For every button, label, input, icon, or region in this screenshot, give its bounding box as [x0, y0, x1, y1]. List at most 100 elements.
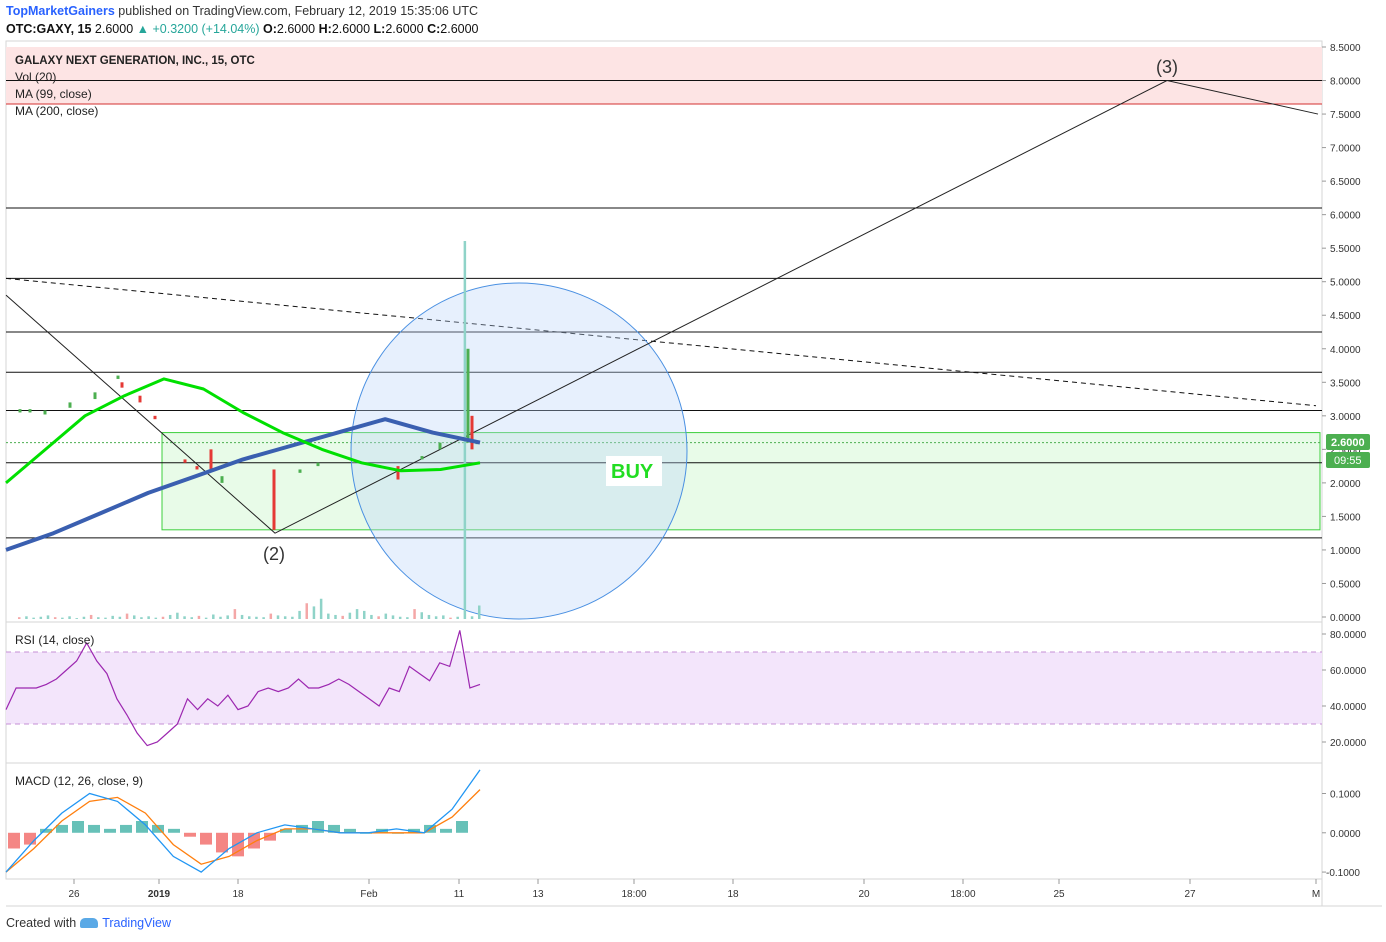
macd-histogram-bar-10: [168, 828, 180, 833]
resistance-zone: [6, 47, 1322, 104]
countdown-badge-text: 09:55: [1334, 455, 1362, 467]
macd-chart-layer: [5, 769, 481, 873]
macd-tick-label-1: 0.0000: [1330, 829, 1361, 840]
volume-bar-15: [125, 613, 129, 619]
price-tick-label-15: 1.0000: [1330, 546, 1361, 557]
price-tick-label-12: 2.5000: [1330, 445, 1361, 456]
volume-bar-13: [111, 615, 114, 619]
low-value: 2.6000: [385, 22, 424, 36]
volume-bar-3: [39, 616, 43, 619]
volume-bar-27: [212, 614, 215, 619]
rsi-tick-label-2: 40.0000: [1330, 702, 1367, 713]
vol-legend: Vol (20): [15, 70, 56, 84]
candle-16: [396, 466, 400, 480]
macd-legend: MACD (12, 26, close, 9): [15, 774, 143, 788]
volume-bar-50: [377, 616, 380, 619]
volume-bar-61: [456, 616, 459, 619]
volume-bar-33: [255, 616, 258, 619]
rsi-legend: RSI (14, close): [15, 633, 94, 647]
volume-bar-35: [269, 613, 273, 619]
candle-2: [43, 410, 47, 415]
volume-bar-32: [248, 616, 251, 619]
wave-3-label: (3): [1156, 57, 1178, 77]
volume-bar-43: [327, 613, 330, 619]
volume-bar-44: [334, 614, 337, 619]
macd-histogram-bar-28: [456, 821, 468, 833]
dashed-trendline: [5, 277, 1317, 407]
time-tick-label-8: 20: [858, 889, 870, 900]
price-change: ▲ +0.3200 (+14.04%): [136, 22, 260, 36]
volume-bar-16: [133, 615, 136, 619]
volume-bar-19: [154, 617, 158, 619]
buy-label: BUY: [611, 461, 654, 483]
volume-bar-45: [341, 615, 344, 619]
candle-6: [120, 382, 124, 388]
time-tick-label-0: 26: [68, 889, 80, 900]
time-tick-label-4: 11: [454, 889, 465, 900]
price-tick-label-5: 6.0000: [1330, 211, 1361, 222]
volume-bar-8: [75, 618, 78, 619]
volume-bar-31: [240, 614, 244, 619]
macd-histogram-bar-21: [344, 828, 356, 833]
price-tick-label-10: 3.5000: [1330, 378, 1361, 389]
rsi-band: [6, 652, 1322, 724]
candle-13: [272, 469, 276, 530]
volume-bar-64: [478, 605, 481, 619]
macd-histogram-bar-4: [72, 821, 84, 833]
macd-histogram-bar-1: [24, 832, 36, 845]
macd-histogram-bar-7: [120, 824, 132, 833]
symbol-label: OTC:GAXY, 15: [6, 22, 92, 36]
volume-bar-58: [434, 616, 438, 619]
ohlc-line: OTC:GAXY, 15 2.6000 ▲ +0.3200 (+14.04%) …: [6, 22, 479, 36]
volume-bar-51: [384, 613, 388, 619]
volume-bar-38: [291, 616, 294, 619]
macd-histogram-bar-3: [56, 824, 68, 833]
macd-signal-line: [5, 789, 481, 873]
volume-bar-17: [140, 617, 143, 619]
main-chart-layer: [5, 47, 1322, 620]
volume-bar-34: [262, 617, 265, 619]
candle-14: [298, 469, 302, 473]
time-tick-label-1: 2019: [148, 889, 171, 900]
volume-bar-40: [305, 603, 308, 619]
candle-20: [470, 415, 474, 450]
price-tick-label-17: 0.0000: [1330, 613, 1361, 624]
rsi-tick-label-0: 80.0000: [1330, 630, 1367, 641]
publisher-link[interactable]: TopMarketGainers: [6, 4, 115, 18]
rsi-chart-layer: [5, 630, 1322, 747]
macd-histogram-bar-6: [104, 828, 116, 833]
macd-histogram-bar-2: [40, 828, 52, 833]
volume-bar-25: [197, 615, 201, 619]
volume-bar-46: [348, 612, 352, 619]
wave-2-label: (2): [263, 544, 285, 564]
high-value: 2.6000: [331, 22, 371, 36]
volume-bar-57: [427, 614, 431, 619]
volume-bar-37: [283, 616, 287, 619]
axis-layer: 8.5000 8.0000 7.5000 7.0000 6.5000 6.0000 5.50…: [68, 43, 1366, 900]
tradingview-link[interactable]: TradingView: [102, 916, 171, 930]
ma200-legend: MA (200, close): [15, 104, 98, 118]
published-text: published on TradingView.com, February 1…: [114, 4, 479, 18]
volume-bar-62: [463, 241, 467, 619]
time-tick-label-6: 18:00: [621, 889, 646, 900]
volume-bar-24: [190, 617, 193, 619]
volume-bar-56: [420, 612, 423, 619]
macd-histogram-bar-13: [216, 832, 228, 853]
low-label: L:: [373, 22, 386, 36]
volume-bar-2: [32, 617, 35, 619]
macd-tick-label-2: -0.1000: [1326, 868, 1360, 879]
volume-bar-5: [53, 617, 57, 619]
buy-zone-box: [161, 432, 1321, 531]
macd-histogram-bar-19: [312, 821, 324, 833]
candle-19: [466, 348, 470, 443]
price-tick-label-16: 0.5000: [1330, 579, 1361, 590]
macd-pane-frame: [5, 762, 1323, 880]
volume-bar-30: [233, 609, 237, 619]
chart-title: GALAXY NEXT GENERATION, INC., 15, OTC: [15, 55, 255, 67]
volume-bar-20: [161, 616, 165, 619]
volume-bar-48: [363, 610, 366, 619]
high-label: H:: [318, 22, 332, 36]
volume-bar-22: [176, 612, 179, 619]
macd-tick-label-0: 0.1000: [1330, 790, 1361, 801]
